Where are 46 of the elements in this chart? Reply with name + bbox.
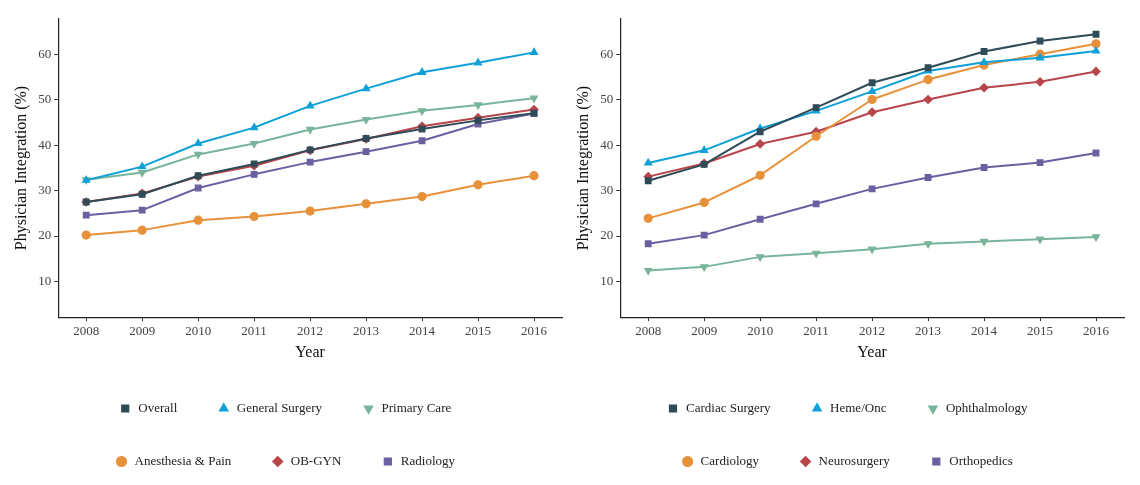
- x-tick-label: 2011: [803, 323, 829, 339]
- legend-label: Cardiac Surgery: [685, 399, 772, 415]
- legend-label: Ophthalmology: [945, 399, 1029, 415]
- x-tick-label: 2016: [1083, 323, 1110, 339]
- legend-label: General Surgery: [236, 399, 323, 415]
- y-tick-label: 30: [600, 182, 614, 198]
- y-tick-label: 20: [600, 227, 614, 243]
- y-tick-label: 60: [600, 46, 614, 62]
- x-tick-label: 2008: [73, 323, 100, 339]
- x-tick-label: 2010: [747, 323, 774, 339]
- x-tick-label: 2009: [129, 323, 156, 339]
- y-tick-label: 60: [38, 46, 52, 62]
- legend-label: Radiology: [400, 452, 456, 468]
- legend-label: Heme/Onc: [830, 399, 887, 415]
- y-tick-label: 40: [38, 136, 52, 152]
- y-tick-label: 30: [38, 182, 52, 198]
- x-tick-label: 2009: [691, 323, 718, 339]
- x-tick-label: 2013: [353, 323, 380, 339]
- x-tick-label: 2008: [635, 323, 662, 339]
- x-tick-label: 2015: [465, 323, 492, 339]
- y-tick-label: 20: [38, 227, 52, 243]
- y-tick-label: 10: [600, 272, 614, 288]
- x-tick-label: 2014: [971, 323, 998, 339]
- x-tick-label: 2016: [521, 323, 548, 339]
- legend-label: Overall: [138, 399, 178, 415]
- x-tick-label: 2015: [1027, 323, 1054, 339]
- x-tick-label: 2012: [859, 323, 886, 339]
- x-tick-label: 2014: [409, 323, 436, 339]
- y-tick-label: 40: [600, 136, 614, 152]
- legend-label: Cardiology: [700, 452, 760, 468]
- x-tick-label: 2012: [297, 323, 324, 339]
- y-tick-label: 50: [38, 91, 52, 107]
- legend-label: Orthopedics: [949, 452, 1013, 468]
- y-tick-label: 10: [38, 272, 52, 288]
- x-axis-title: Year: [857, 342, 888, 360]
- legend-label: Primary Care: [381, 399, 452, 415]
- legend-label: OB-GYN: [290, 452, 342, 468]
- y-axis-title: Physician Integration (%): [11, 85, 30, 251]
- legend-label: Anesthesia & Pain: [134, 452, 232, 468]
- y-tick-label: 50: [600, 91, 614, 107]
- y-axis-title: Physician Integration (%): [573, 85, 592, 251]
- x-axis-title: Year: [295, 342, 326, 360]
- x-tick-label: 2010: [185, 323, 212, 339]
- x-tick-label: 2013: [915, 323, 942, 339]
- x-tick-label: 2011: [241, 323, 267, 339]
- legend-label: Neurosurgery: [818, 452, 891, 468]
